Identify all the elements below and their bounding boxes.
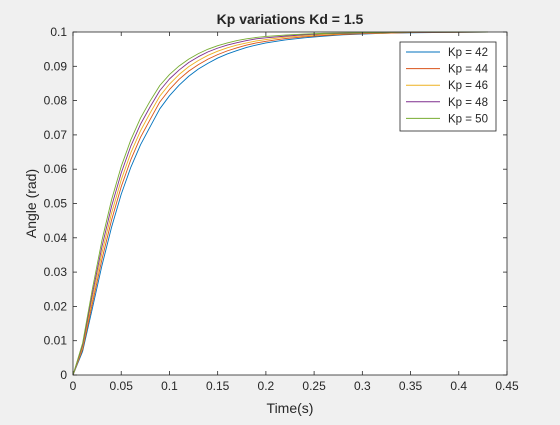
x-tick-label: 0.35	[399, 379, 423, 393]
x-tick-label: 0.4	[450, 379, 467, 393]
x-tick-label: 0.1	[161, 379, 178, 393]
x-tick-label: 0	[70, 379, 77, 393]
legend-label: Kp = 42	[448, 47, 488, 59]
y-tick-label: 0.09	[44, 59, 68, 73]
legend-label: Kp = 44	[448, 64, 489, 76]
y-tick-label: 0.08	[44, 94, 68, 108]
y-tick-label: 0.03	[44, 265, 68, 279]
x-tick-label: 0.05	[110, 379, 134, 393]
legend-item-2[interactable]: Kp = 44	[406, 64, 489, 76]
y-axis-label: Angle (rad)	[23, 169, 39, 238]
legend-item-4[interactable]: Kp = 48	[406, 97, 488, 109]
x-axis-label: Time(s)	[267, 400, 314, 416]
x-tick-label: 0.45	[495, 379, 519, 393]
y-tick-label: 0	[60, 368, 67, 382]
y-tick-label: 0.05	[44, 197, 68, 211]
ticks-layer: 0 0.05 0.1 0.15 0.2 0.25 0.3 0.35 0.4 0.45 0 0.01 0.…	[44, 25, 519, 393]
series-line-5	[72, 31, 488, 376]
series-line-2	[72, 31, 488, 376]
legend-label: Kp = 50	[448, 113, 488, 125]
y-tick-label: 0.01	[44, 334, 68, 348]
y-tick-label: 0.04	[44, 231, 68, 245]
x-tick-label: 0.3	[354, 379, 371, 393]
legend-item-3[interactable]: Kp = 46	[406, 80, 488, 92]
y-tick-label: 0.07	[44, 128, 68, 142]
legend-item-5[interactable]: Kp = 50	[406, 113, 488, 125]
legend-label: Kp = 48	[448, 97, 488, 109]
x-tick-label: 0.15	[206, 379, 230, 393]
chart-title: Kp variations Kd = 1.5	[217, 11, 364, 27]
plot-frame	[72, 31, 508, 376]
y-tick-label: 0.1	[50, 25, 67, 39]
series-layer	[72, 31, 488, 376]
y-tick-label: 0.06	[44, 162, 68, 176]
legend-box	[399, 41, 497, 132]
legend-label: Kp = 46	[448, 80, 488, 92]
x-tick-label: 0.25	[302, 379, 326, 393]
x-tick-label: 0.2	[258, 379, 275, 393]
legend-item-1[interactable]: Kp = 42	[406, 47, 488, 59]
y-tick-label: 0.02	[44, 299, 68, 313]
legend[interactable]: Kp = 42 Kp = 44 Kp = 46 Kp = 48 Kp = 50	[399, 41, 497, 132]
